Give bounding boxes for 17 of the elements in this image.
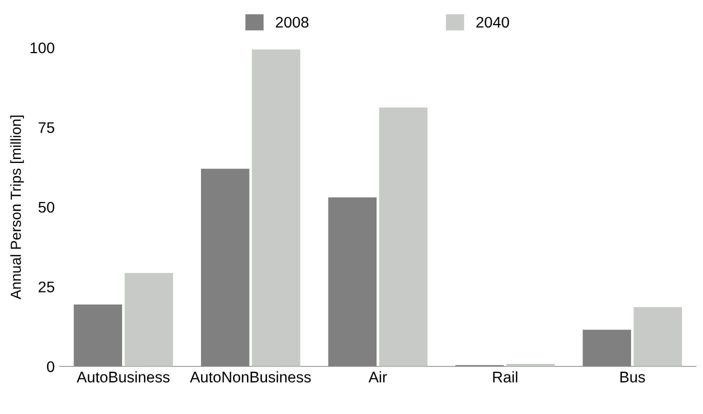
legend-label: 2008	[276, 16, 308, 28]
y-tick-label: 100	[30, 42, 54, 54]
x-tick-label: Rail	[493, 371, 518, 382]
y-tick-label: 50	[38, 202, 54, 213]
x-tick-label: Air	[368, 371, 387, 382]
x-tick-label: AutoBusiness	[76, 371, 170, 382]
x-tick-label: AutoNonBusiness	[190, 371, 311, 382]
y-tick-label: 25	[38, 282, 54, 292]
bar	[252, 50, 300, 366]
x-tick-label: Bus	[620, 372, 645, 382]
y-axis-title: Annual Person Trips [million]	[10, 116, 24, 300]
bar	[634, 307, 682, 366]
y-tick-label: 75	[38, 122, 54, 133]
legend-label: 2040	[476, 16, 510, 28]
bar	[379, 108, 428, 366]
y-tick-label: 0	[46, 361, 54, 372]
bar	[124, 272, 173, 366]
